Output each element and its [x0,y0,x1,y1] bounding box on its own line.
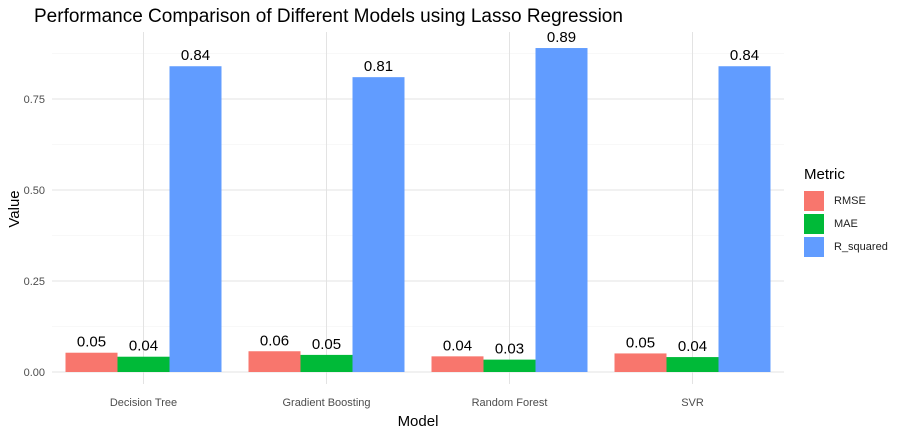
bar-value-label: 0.05 [77,334,106,351]
bar-mae [483,359,536,372]
legend-label-r-squared: R_squared [834,240,888,253]
bar-value-label: 0.03 [495,341,524,358]
legend-item-rmse: RMSE [804,189,888,212]
bar-value-label: 0.84 [181,47,210,64]
bar-rmse [431,356,484,372]
bar-value-label: 0.06 [260,332,289,349]
legend-swatch-r-squared [804,236,824,257]
bar-value-label: 0.04 [129,338,158,355]
legend-label-mae: MAE [834,217,858,230]
bar-r-squared [535,48,588,372]
legend-label-rmse: RMSE [834,194,866,207]
x-tick-labels: Decision Tree Gradient Boosting Random For… [110,397,704,409]
y-axis-title: Value [6,190,23,227]
x-tick-label: Gradient Boosting [282,397,370,409]
legend-title: Metric [804,166,845,183]
bar-mae [666,357,719,372]
bar-r-squared [352,77,405,372]
bar-rmse [614,353,667,372]
bar-value-label: 0.04 [443,337,472,354]
y-tick-label: 0.25 [24,276,45,288]
value-labels: 0.05 0.04 0.84 0.06 0.05 0.81 0.04 0.03 0.89 0.05… [77,29,759,358]
legend-item-mae: MAE [804,212,888,235]
bar-value-label: 0.89 [547,29,576,46]
bar-rmse [248,351,301,372]
y-tick-labels: 0.00 0.25 0.50 0.75 [24,94,45,379]
legend-item-r-squared: R_squared [804,235,888,258]
grid-lines [52,32,784,384]
y-tick-label: 0.75 [24,94,45,106]
bar-value-label: 0.05 [312,336,341,353]
bar-value-label: 0.05 [626,334,655,351]
bar-mae [300,354,353,372]
x-tick-label: SVR [681,397,704,409]
y-tick-label: 0.00 [24,367,45,379]
bar-mae [117,356,170,372]
chart-title: Performance Comparison of Different Mode… [34,6,623,27]
legend: Metric RMSE MAE R_squared [804,166,888,258]
bar-value-label: 0.84 [730,47,759,64]
bar-r-squared [169,66,222,373]
y-tick-label: 0.50 [24,185,45,197]
bar-rmse [65,352,118,372]
x-tick-label: Decision Tree [110,397,177,409]
bars [65,48,771,373]
x-tick-label: Random Forest [472,397,548,409]
bar-value-label: 0.04 [678,338,707,355]
legend-swatch-mae [804,213,824,234]
x-axis-title: Model [398,413,439,430]
legend-swatch-rmse [804,190,824,211]
bar-value-label: 0.81 [364,58,393,75]
bar-r-squared [718,66,771,373]
